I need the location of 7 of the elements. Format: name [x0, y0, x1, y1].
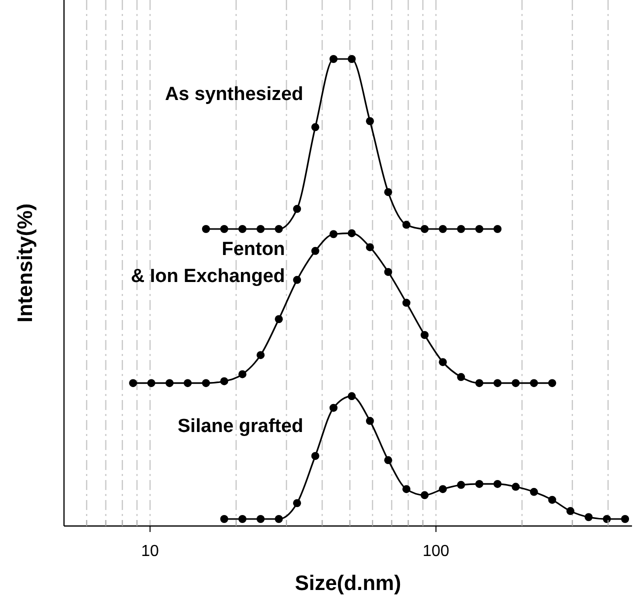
series-label: Silane grafted: [178, 416, 304, 437]
series-label: As synthesized: [164, 84, 304, 105]
x-tick-label: 10: [141, 543, 160, 560]
x-tick-label: 100: [422, 543, 450, 560]
y-axis-title: Intensity(%): [14, 203, 37, 323]
series-label: Fenton & Ion Exchanged: [130, 239, 286, 288]
x-axis-title: Size(d.nm): [294, 572, 402, 595]
